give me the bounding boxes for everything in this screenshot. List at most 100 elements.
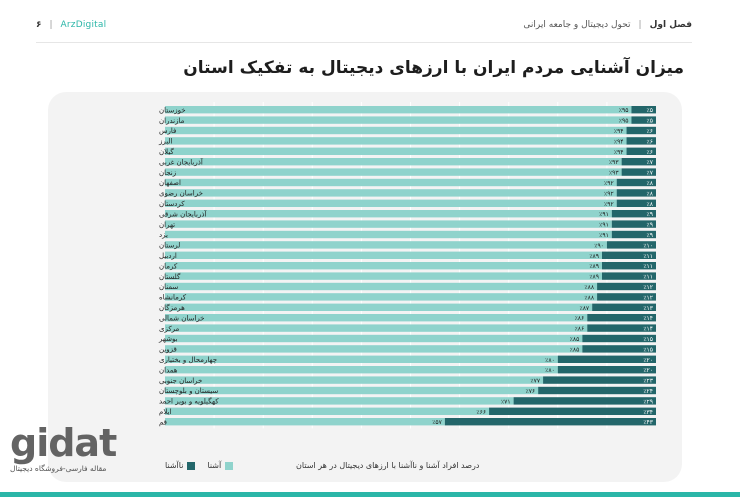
bar-aware	[165, 293, 598, 301]
value-label-aware: ٪۸۵	[570, 336, 580, 343]
value-label-aware: ٪۸۰	[545, 357, 555, 364]
bar-aware	[165, 355, 558, 363]
bar-unaware	[611, 210, 656, 218]
value-label-unaware: ٪۳۴	[643, 409, 653, 416]
value-label-unaware: ٪۷	[647, 159, 654, 166]
category-label: لرستان	[159, 242, 180, 250]
bar-aware	[165, 376, 544, 384]
bar-aware	[165, 272, 602, 280]
value-label-aware: ٪۹۳	[609, 159, 619, 166]
category-label: آذربایجان شرقی	[159, 209, 207, 218]
chart-legend: آشنا ناآشنا	[165, 461, 234, 470]
value-label-aware: ٪۹۱	[599, 232, 609, 239]
value-label-aware: ٪۶۶	[476, 409, 486, 416]
category-label: همدان	[159, 366, 178, 374]
bar-unaware	[513, 397, 656, 405]
section-label: تحول دیجیتال و جامعه ایرانی	[523, 20, 631, 30]
bar-aware	[165, 303, 593, 311]
category-label: تهران	[159, 221, 175, 229]
value-label-aware: ٪۸۸	[584, 284, 594, 291]
category-label: سیستان و بلوچستان	[159, 387, 218, 395]
value-label-unaware: ٪۱۲	[643, 284, 653, 291]
bar-unaware	[626, 137, 656, 145]
value-label-aware: ٪۹۴	[614, 128, 624, 135]
value-label-unaware: ٪۶	[647, 128, 653, 135]
bar-unaware	[611, 220, 656, 228]
bar-unaware	[626, 147, 656, 155]
value-label-aware: ٪۹۵	[619, 118, 629, 125]
category-label: قزوین	[159, 346, 177, 354]
value-label-unaware: ٪۶	[647, 149, 653, 156]
value-label-unaware: ٪۱۵	[643, 346, 653, 353]
value-label-unaware: ٪۲۰	[643, 367, 653, 374]
bar-unaware	[582, 345, 656, 353]
value-label-aware: ٪۸۹	[589, 263, 599, 270]
chart-caption: درصد افراد آشنا و ناآشنا با ارزهای دیجیت…	[296, 461, 480, 470]
bar-unaware	[631, 116, 656, 124]
bar-unaware	[582, 334, 656, 343]
bar-unaware	[616, 189, 656, 197]
value-label-aware: ٪۹۲	[604, 190, 614, 197]
bar-aware	[165, 210, 612, 218]
category-label: کردستان	[159, 200, 185, 208]
value-label-unaware: ٪۱۵	[643, 336, 653, 343]
bar-aware	[165, 147, 627, 155]
chapter-label: فصل اول	[649, 20, 692, 30]
bar-unaware	[616, 178, 656, 187]
category-label: خراسان شمالی	[159, 314, 205, 322]
bar-unaware	[601, 251, 656, 259]
value-label-aware: ٪۹۱	[599, 211, 609, 218]
category-label: کهگیلویه و بویر احمد	[159, 397, 219, 406]
value-label-unaware: ٪۱۱	[643, 263, 653, 270]
value-label-aware: ٪۹۲	[604, 201, 614, 208]
bar-aware	[165, 241, 607, 249]
value-label-unaware: ٪۴۳	[643, 419, 653, 426]
bar-unaware	[631, 106, 656, 114]
bar-unaware	[597, 293, 656, 301]
bar-aware	[165, 158, 622, 166]
bar-aware	[165, 407, 490, 415]
category-label: زنجان	[159, 169, 176, 177]
legend-aware-swatch	[225, 461, 234, 470]
bar-unaware	[489, 407, 656, 415]
value-label-aware: ٪۹۳	[609, 170, 619, 177]
value-label-aware: ٪۹۴	[614, 149, 624, 156]
bar-unaware	[601, 262, 656, 270]
value-label-aware: ٪۵۷	[432, 419, 442, 426]
category-label: خراسان رضوی	[159, 190, 203, 198]
header-separator: |	[49, 20, 53, 30]
category-label: گیلان	[159, 147, 174, 156]
legend-unaware-swatch	[187, 461, 196, 470]
bar-aware	[165, 345, 583, 353]
bar-aware	[165, 397, 514, 405]
bar-unaware	[592, 303, 656, 311]
category-label: مازندران	[159, 117, 185, 125]
category-label: گلستان	[159, 272, 181, 281]
value-label-aware: ٪۸۶	[575, 326, 585, 333]
header-divider	[36, 42, 692, 43]
value-label-aware: ٪۷۷	[530, 378, 540, 385]
value-label-unaware: ٪۵	[647, 107, 653, 114]
bar-aware	[165, 418, 445, 426]
bar-aware	[165, 314, 588, 322]
chart-title: میزان آشنایی مردم ایران با ارزهای دیجیتا…	[183, 58, 684, 78]
value-label-aware: ٪۸۷	[579, 305, 589, 312]
value-label-unaware: ٪۹	[647, 211, 653, 218]
value-label-aware: ٪۸۹	[589, 274, 599, 281]
bar-unaware	[557, 366, 656, 374]
category-label: هرمزگان	[159, 303, 185, 312]
bar-aware	[165, 262, 602, 270]
value-label-aware: ٪۸۹	[589, 253, 599, 260]
bar-aware	[165, 189, 617, 197]
bar-unaware	[626, 126, 656, 135]
value-label-unaware: ٪۸	[647, 201, 654, 208]
bar-unaware	[587, 324, 656, 332]
value-label-unaware: ٪۷	[647, 170, 654, 177]
bar-aware	[165, 126, 627, 135]
bar-aware	[165, 116, 632, 124]
bar-unaware	[621, 168, 656, 176]
value-label-aware: ٪۸۰	[545, 367, 555, 374]
value-label-aware: ٪۷۶	[525, 388, 535, 395]
bar-unaware	[597, 282, 656, 291]
category-label: ایلام	[159, 408, 171, 416]
